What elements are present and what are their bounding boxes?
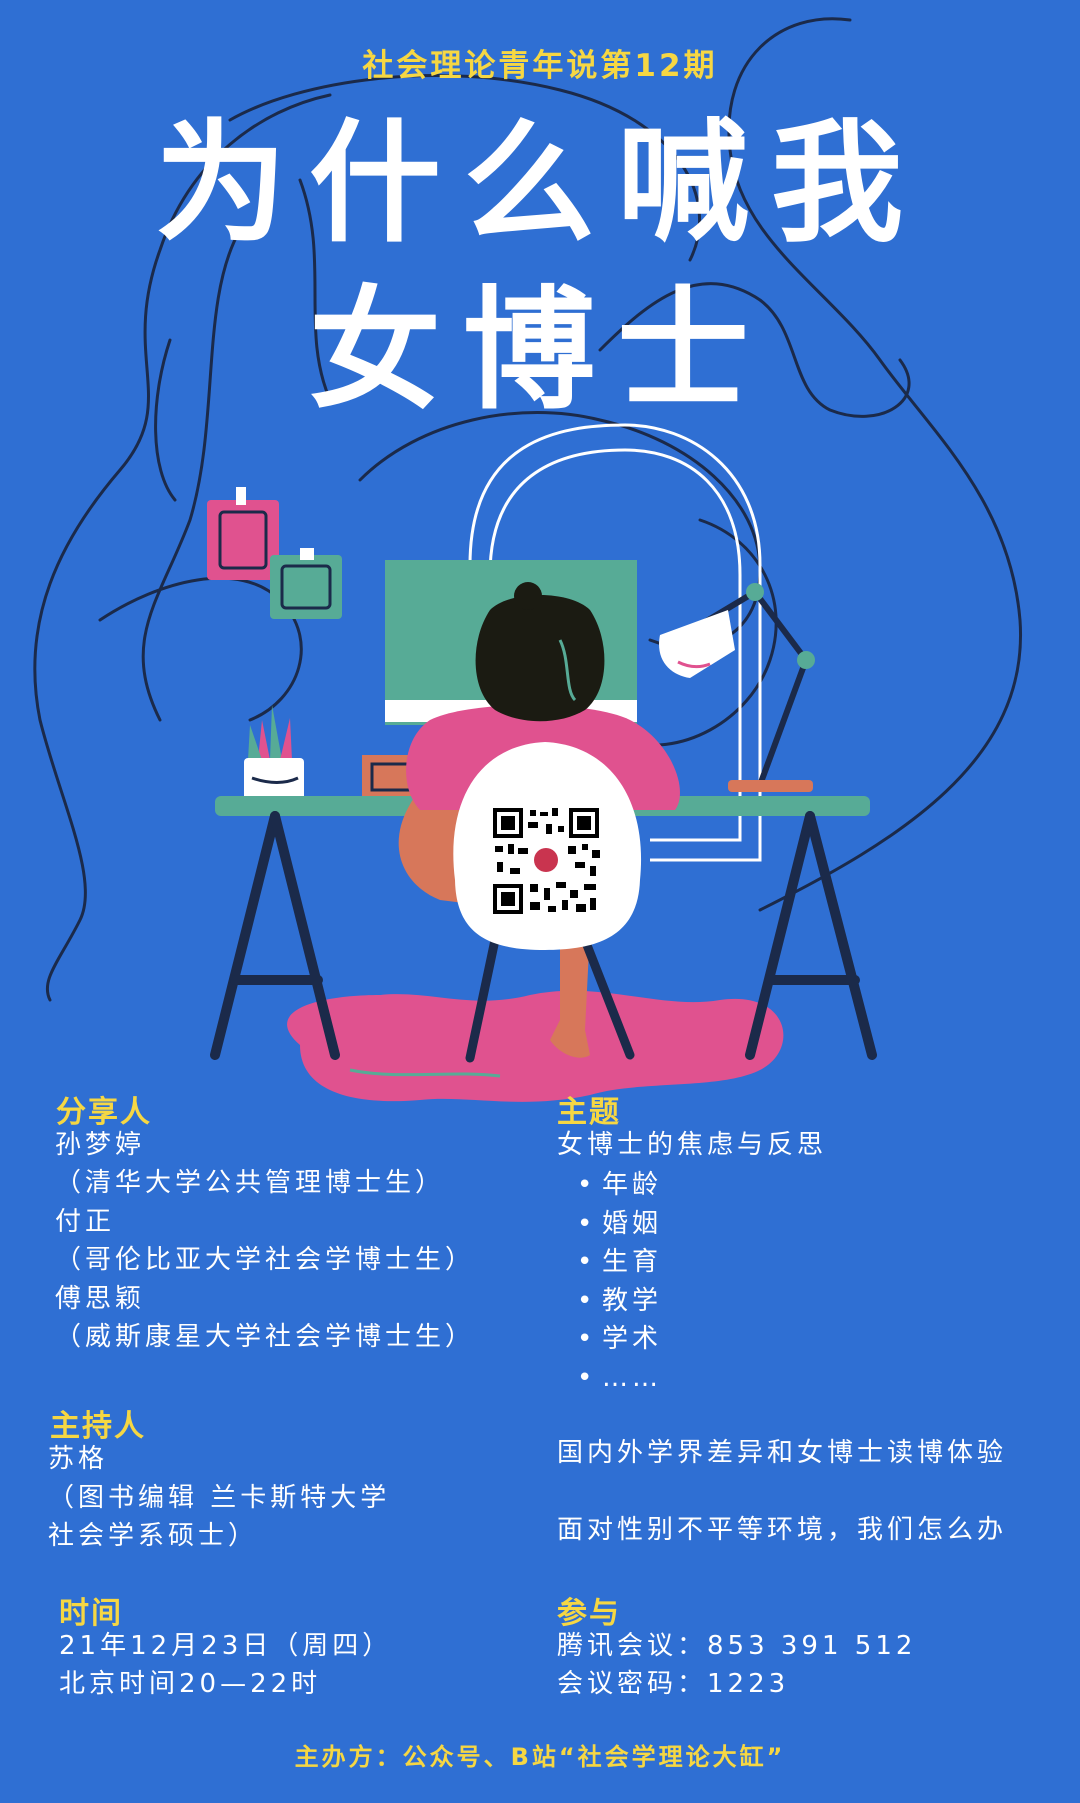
organizer-footer: 主办方：公众号、B站“社会学理论大缸” (294, 1743, 786, 1771)
window-arch (468, 423, 762, 862)
desk-lamp (659, 583, 815, 792)
speakers-label: 分享人 (56, 1095, 152, 1130)
list-item: …… (577, 1359, 662, 1398)
event-date: 21年12月23日（周四） (59, 1631, 393, 1661)
picture-frames (207, 487, 342, 619)
host-label: 主持人 (50, 1409, 146, 1444)
speaker-affiliation: （清华大学公共管理博士生） (55, 1168, 446, 1198)
speaker-name: 傅思颖 (55, 1284, 146, 1314)
title-line-2: 女博士 (309, 274, 771, 428)
scribble-lines (33, 17, 1023, 1002)
meeting-id: 腾讯会议：853 391 512 (557, 1631, 917, 1661)
speaker-affiliation: （哥伦比亚大学社会学博士生） (55, 1245, 476, 1275)
list-item: 生育 (577, 1243, 662, 1282)
topic-label: 主题 (557, 1095, 621, 1130)
list-item: 年龄 (577, 1166, 662, 1205)
title-line-1: 为什么喊我 (155, 107, 925, 261)
time-label: 时间 (59, 1596, 123, 1631)
list-item: 教学 (577, 1282, 662, 1321)
speaker-affiliation: （威斯康星大学社会学博士生） (55, 1322, 476, 1352)
list-item: 学术 (577, 1320, 662, 1359)
topic-heading: 女博士的焦虑与反思 (557, 1130, 828, 1160)
host-affiliation: 社会学系硕士） (48, 1521, 259, 1551)
meeting-password: 会议密码：1223 (557, 1669, 790, 1699)
topic-extra-2: 面对性别不平等环境，我们怎么办 (557, 1515, 1008, 1545)
topic-bullet-list: 年龄 婚姻 生育 教学 学术 …… (577, 1166, 662, 1397)
speaker-name: 孙梦婷 (55, 1130, 146, 1160)
host-affiliation: （图书编辑 兰卡斯特大学 (48, 1483, 391, 1513)
rug (287, 990, 784, 1102)
event-hours: 北京时间20—22时 (59, 1669, 322, 1699)
series-label: 社会理论青年说第12期 (362, 48, 718, 84)
list-item: 婚姻 (577, 1205, 662, 1244)
host-name: 苏格 (48, 1444, 109, 1474)
qr-code-image (490, 805, 602, 917)
topic-extra-1: 国内外学界差异和女博士读博体验 (557, 1438, 1008, 1468)
desk (210, 796, 877, 1060)
participate-label: 参与 (557, 1596, 621, 1631)
speaker-name: 付正 (55, 1207, 116, 1237)
